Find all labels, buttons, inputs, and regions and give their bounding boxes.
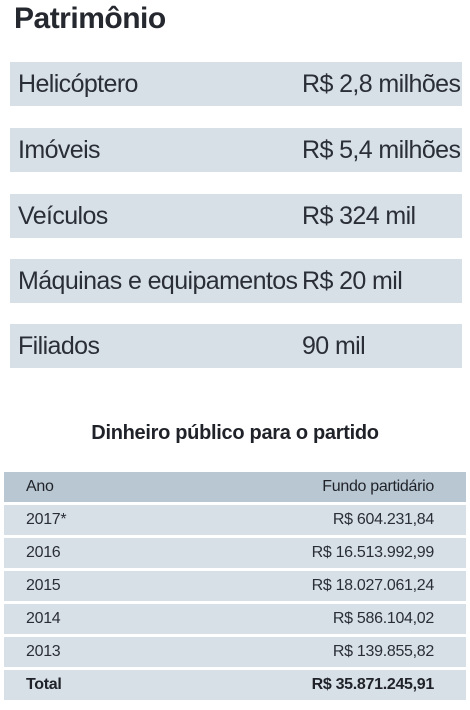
funding-title: Dinheiro público para o partido — [91, 422, 379, 444]
asset-row-real-estate: Imóveis R$ 5,4 milhões — [10, 128, 462, 172]
year-cell: 2013 — [26, 643, 61, 660]
header-fund: Fundo partidário — [322, 478, 434, 495]
asset-value: R$ 324 mil — [302, 202, 416, 230]
year-cell: 2014 — [26, 610, 61, 627]
asset-value: R$ 5,4 milhões — [302, 136, 461, 164]
year-cell: 2016 — [26, 544, 61, 561]
asset-label: Máquinas e equipamentos — [18, 267, 298, 295]
table-row: 2013 R$ 139.855,82 — [4, 637, 466, 667]
asset-value: R$ 20 mil — [302, 267, 403, 295]
year-cell: 2017* — [26, 511, 67, 528]
fund-cell: R$ 139.855,82 — [332, 643, 434, 660]
total-label: Total — [26, 676, 62, 693]
asset-label: Helicóptero — [18, 70, 138, 98]
fund-cell: R$ 604.231,84 — [332, 511, 434, 528]
asset-label: Imóveis — [18, 136, 101, 164]
asset-value: 90 mil — [302, 332, 366, 360]
asset-row-helicopter: Helicóptero R$ 2,8 milhões — [10, 62, 462, 106]
asset-row-machinery: Máquinas e equipamentos R$ 20 mil — [10, 259, 462, 303]
asset-row-vehicles: Veículos R$ 324 mil — [10, 194, 462, 238]
table-header-row: Ano Fundo partidário — [4, 472, 466, 502]
asset-value: R$ 2,8 milhões — [302, 70, 461, 98]
year-cell: 2015 — [26, 577, 61, 594]
fund-cell: R$ 18.027.061,24 — [311, 577, 435, 594]
table-row: 2017* R$ 604.231,84 — [4, 505, 466, 535]
asset-label: Filiados — [18, 332, 100, 360]
table-row: 2014 R$ 586.104,02 — [4, 604, 466, 634]
asset-row-members: Filiados 90 mil — [10, 324, 462, 368]
total-value: R$ 35.871.245,91 — [311, 676, 435, 693]
header-year: Ano — [26, 478, 54, 495]
page-title: Patrimônio — [14, 2, 166, 35]
table-row: 2016 R$ 16.513.992,99 — [4, 538, 466, 568]
fund-cell: R$ 16.513.992,99 — [311, 544, 435, 561]
fund-cell: R$ 586.104,02 — [332, 610, 434, 627]
table-total-row: Total R$ 35.871.245,91 — [4, 670, 466, 700]
asset-label: Veículos — [18, 202, 108, 230]
table-row: 2015 R$ 18.027.061,24 — [4, 571, 466, 601]
